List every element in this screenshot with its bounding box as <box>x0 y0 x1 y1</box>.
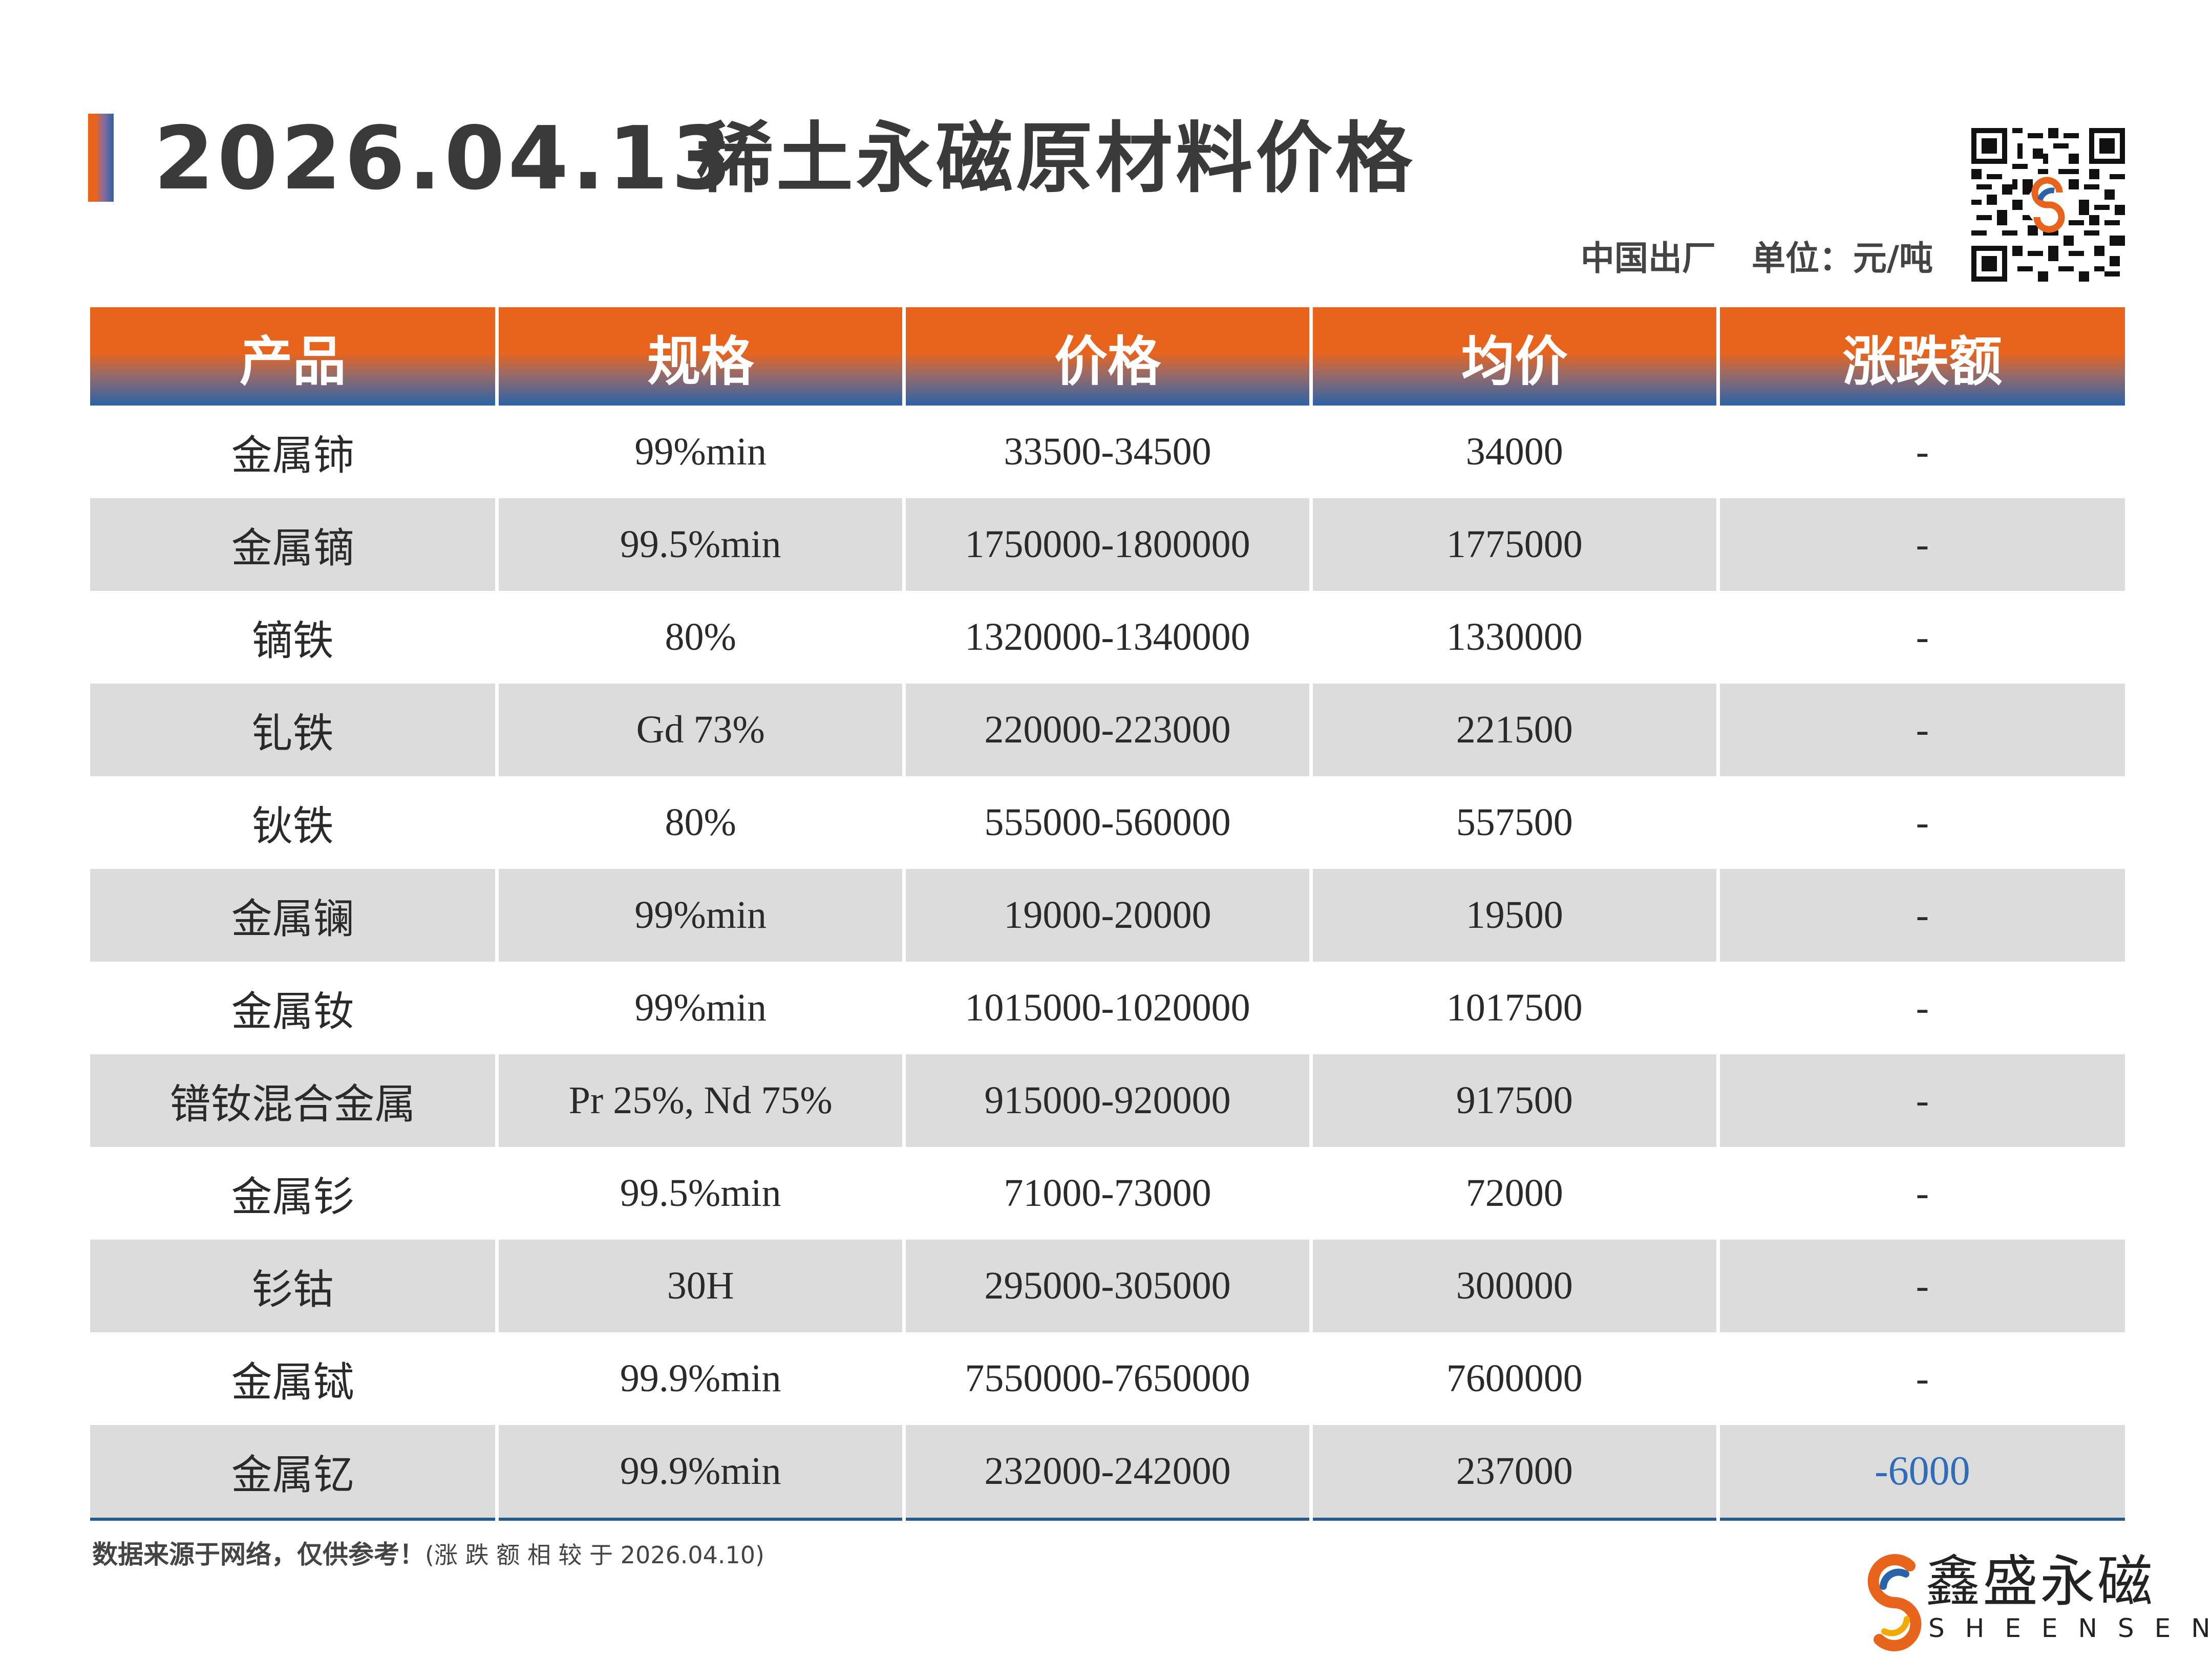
cell-product: 金属钐 <box>231 1173 354 1221</box>
cell-average: 1017500 <box>1309 962 1718 1054</box>
table-row: 钬铁 80% 555000-560000 557500 - <box>90 776 2125 869</box>
cell-product: 金属钇 <box>90 1425 497 1521</box>
table-row: 镨钕混合金属 Pr 25%, Nd 75% 915000-920000 9175… <box>90 1054 2125 1147</box>
cell-change: - <box>1716 591 2125 684</box>
cell-product: 钐钴 <box>90 1240 497 1332</box>
cell-price: 1320000-1340000 <box>902 591 1311 684</box>
cell-spec: 99%min <box>495 869 904 962</box>
cell-change: - <box>1716 869 2125 962</box>
cell-price: 33500-34500 <box>902 406 1311 498</box>
cell-change: - <box>1716 406 2125 498</box>
origin-label: 中国出厂 <box>1580 239 1716 278</box>
table-row: 钐钴 30H 295000-305000 300000 - <box>90 1240 2125 1332</box>
cell-price: 71000-73000 <box>902 1147 1311 1240</box>
cell-change: - <box>1716 1147 2125 1240</box>
source-disclaimer: 数据来源于网络，仅供参考！ <box>92 1540 425 1569</box>
cell-price: 915000-920000 <box>902 1054 1311 1147</box>
title-accent-bar <box>88 114 114 202</box>
cell-price: 232000-242000 <box>902 1425 1311 1521</box>
cell-average: 300000 <box>1309 1240 1718 1332</box>
cell-spec: 99.9%min <box>495 1425 904 1521</box>
col-header-average: 均价 <box>1309 307 1718 406</box>
cell-spec: 99.9%min <box>495 1332 904 1425</box>
cell-product: 金属钕 <box>231 987 354 1035</box>
qr-code-icon <box>1971 128 2125 282</box>
cell-change: - <box>1716 1240 2125 1332</box>
cell-price: 19000-20000 <box>902 869 1311 962</box>
cell-average: 19500 <box>1309 869 1718 962</box>
cell-product: 金属铽 <box>231 1358 354 1406</box>
cell-price: 295000-305000 <box>902 1240 1311 1332</box>
col-header-spec: 规格 <box>495 307 904 406</box>
cell-product: 镝铁 <box>251 616 334 665</box>
comparison-note: (涨 跌 额 相 较 于 2026.04.10) <box>425 1541 765 1569</box>
col-header-price: 价格 <box>902 307 1311 406</box>
table-row: 金属镝 99.5%min 1750000-1800000 1775000 - <box>90 498 2125 591</box>
cell-product: 镨钕混合金属 <box>90 1054 497 1147</box>
price-table: 产品 规格 价格 均价 涨跌额 金属铈 99%min 33500-34500 3… <box>90 307 2125 1521</box>
cell-product: 钬铁 <box>251 802 334 850</box>
cell-average: 237000 <box>1309 1425 1718 1521</box>
unit-info: 中国出厂 单位：元/吨 <box>1581 233 1933 284</box>
cell-spec: 99.5%min <box>495 498 904 591</box>
cell-spec: 99%min <box>495 962 904 1054</box>
cell-average: 557500 <box>1309 776 1718 869</box>
cell-price: 7550000-7650000 <box>902 1332 1311 1425</box>
cell-spec: Gd 73% <box>495 684 904 776</box>
cell-change: - <box>1716 498 2125 591</box>
table-row: 金属铈 99%min 33500-34500 34000 - <box>90 406 2125 498</box>
cell-product: 金属镧 <box>90 869 497 962</box>
source-note: 数据来源于网络，仅供参考！(涨 跌 额 相 较 于 2026.04.10) <box>92 1534 764 1571</box>
cell-spec: 80% <box>495 591 904 684</box>
cell-average: 34000 <box>1309 406 1718 498</box>
cell-change: - <box>1716 1332 2125 1425</box>
cell-spec: Pr 25%, Nd 75% <box>495 1054 904 1147</box>
cell-average: 7600000 <box>1309 1332 1718 1425</box>
cell-spec: 99.5%min <box>495 1147 904 1240</box>
table-row: 金属铽 99.9%min 7550000-7650000 7600000 - <box>90 1332 2125 1425</box>
cell-spec: 99%min <box>495 406 904 498</box>
table-row: 钆铁 Gd 73% 220000-223000 221500 - <box>90 684 2125 776</box>
cell-product: 金属镝 <box>90 498 497 591</box>
cell-average: 221500 <box>1309 684 1718 776</box>
cell-price: 1015000-1020000 <box>902 962 1311 1054</box>
cell-change: - <box>1716 684 2125 776</box>
cell-change: -6000 <box>1716 1425 2125 1521</box>
report-date: 2026.04.13 <box>154 108 735 209</box>
col-header-product: 产品 <box>90 307 497 406</box>
cell-average: 1330000 <box>1309 591 1718 684</box>
cell-product: 钆铁 <box>90 684 497 776</box>
cell-spec: 30H <box>495 1240 904 1332</box>
cell-average: 917500 <box>1309 1054 1718 1147</box>
col-header-change: 涨跌额 <box>1716 307 2125 406</box>
brand-logo-icon <box>1867 1554 1922 1651</box>
cell-change: - <box>1716 776 2125 869</box>
cell-average: 72000 <box>1309 1147 1718 1240</box>
cell-price: 555000-560000 <box>902 776 1311 869</box>
table-row: 镝铁 80% 1320000-1340000 1330000 - <box>90 591 2125 684</box>
page-title: 稀土永磁原材料价格 <box>696 114 1416 203</box>
cell-price: 1750000-1800000 <box>902 498 1311 591</box>
table-row: 金属钕 99%min 1015000-1020000 1017500 - <box>90 962 2125 1054</box>
cell-change: - <box>1716 962 2125 1054</box>
table-row: 金属镧 99%min 19000-20000 19500 - <box>90 869 2125 962</box>
brand-name-en: SHEENSEN <box>1928 1613 2212 1643</box>
table-header-row: 产品 规格 价格 均价 涨跌额 <box>90 307 2125 406</box>
cell-spec: 80% <box>495 776 904 869</box>
cell-change: - <box>1716 1054 2125 1147</box>
cell-price: 220000-223000 <box>902 684 1311 776</box>
table-row: 金属钐 99.5%min 71000-73000 72000 - <box>90 1147 2125 1240</box>
cell-product: 金属铈 <box>231 431 354 479</box>
table-row: 金属钇 99.9%min 232000-242000 237000 -6000 <box>90 1425 2125 1521</box>
cell-average: 1775000 <box>1309 498 1718 591</box>
unit-label: 单位：元/吨 <box>1751 239 1933 278</box>
brand-name: 鑫盛永磁 <box>1925 1550 2155 1614</box>
